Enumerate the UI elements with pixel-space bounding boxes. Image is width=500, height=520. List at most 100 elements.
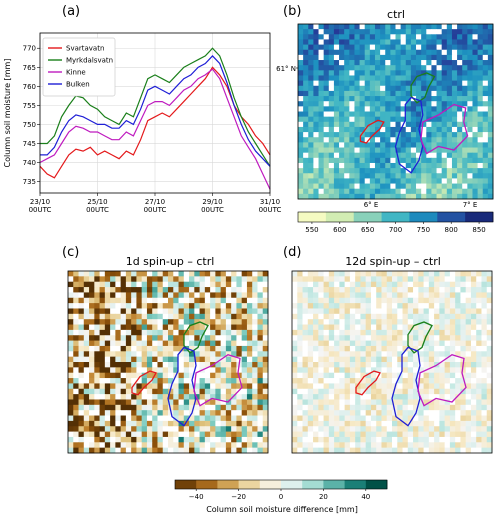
map-cell <box>157 404 164 411</box>
map-cell <box>199 410 206 416</box>
map-cell <box>481 351 488 358</box>
map-cell <box>162 442 169 449</box>
map-cell <box>457 178 463 184</box>
map-cell <box>83 308 90 315</box>
map-cell <box>446 65 453 71</box>
map-cell <box>73 313 79 320</box>
map-cell <box>410 193 417 200</box>
map-cell <box>431 168 437 174</box>
map-cell <box>344 188 350 195</box>
map-cell <box>241 367 248 374</box>
map-cell <box>173 271 179 277</box>
map-cell <box>323 383 330 390</box>
map-cell <box>318 44 325 51</box>
map-cell <box>146 410 153 416</box>
map-cell <box>410 60 417 66</box>
map-cell <box>405 75 412 82</box>
map-cell <box>308 126 314 133</box>
map-cell <box>365 313 372 320</box>
map-cell <box>318 303 324 309</box>
map-cell <box>68 420 74 427</box>
map-cell <box>344 313 351 320</box>
map-cell <box>323 80 330 87</box>
map-cell <box>421 157 427 164</box>
map-cell <box>423 378 430 384</box>
map-cell <box>136 319 143 325</box>
map-cell <box>323 297 330 304</box>
map-cell <box>328 313 335 320</box>
map-cell <box>152 362 158 368</box>
map-cell <box>131 340 137 347</box>
map-cell <box>104 303 111 309</box>
map-cell <box>136 394 143 400</box>
map-cell <box>257 410 264 416</box>
map-cell <box>418 281 424 288</box>
map-cell <box>262 410 269 416</box>
map-cell <box>444 399 451 406</box>
map-cell <box>220 324 227 331</box>
map-cell <box>369 126 376 133</box>
map-cell <box>199 415 206 422</box>
map-cell <box>183 394 190 400</box>
map-cell <box>434 404 440 411</box>
map-cell <box>131 303 137 309</box>
map-cell <box>369 96 376 102</box>
map-cell <box>374 173 381 179</box>
map-cell <box>428 281 435 288</box>
map-cell <box>168 281 174 288</box>
map-cell <box>115 335 122 341</box>
map-cell <box>99 351 106 358</box>
map-cell <box>89 271 95 277</box>
map-cell <box>302 271 309 277</box>
map-cell <box>78 335 85 341</box>
map-cell <box>428 308 435 315</box>
map-cell <box>89 372 95 379</box>
map-cell <box>462 147 468 154</box>
map-cell <box>73 447 79 454</box>
map-cell <box>355 431 361 438</box>
map-cell <box>486 281 493 288</box>
map-cell <box>423 335 430 341</box>
map-cell <box>78 367 85 374</box>
map-cell <box>298 162 304 169</box>
map-cell <box>349 340 356 347</box>
map-cell <box>423 287 430 293</box>
map-cell <box>349 367 356 374</box>
map-cell <box>385 178 391 184</box>
map-cell <box>303 80 309 87</box>
map-cell <box>68 292 74 299</box>
map-cell <box>376 383 382 390</box>
map-cell <box>68 303 74 309</box>
map-cell <box>428 420 435 427</box>
map-cell <box>168 351 174 358</box>
map-cell <box>449 404 456 411</box>
map-cell <box>83 356 90 363</box>
map-cell <box>465 324 472 331</box>
map-cell <box>413 356 419 363</box>
map-cell <box>323 121 330 128</box>
map-cell <box>334 308 340 315</box>
map-cell <box>313 378 319 384</box>
map-cell <box>449 345 456 352</box>
map-cell <box>313 319 319 325</box>
map-cell <box>472 168 478 174</box>
map-cell <box>104 271 111 277</box>
map-cell <box>428 399 435 406</box>
map-cell <box>313 356 319 363</box>
map-cell <box>318 70 325 76</box>
map-cell <box>194 319 200 325</box>
map-cell <box>189 276 195 283</box>
map-cell <box>376 313 382 320</box>
map-cell <box>392 378 398 384</box>
map-cell <box>141 394 148 400</box>
map-cell <box>407 447 414 454</box>
map-cell <box>302 436 309 443</box>
map-cell <box>446 178 453 184</box>
map-cell <box>334 351 340 358</box>
map-cell <box>120 313 127 320</box>
map-cell <box>441 152 448 159</box>
map-cell <box>328 65 335 71</box>
map-cell <box>365 292 372 299</box>
map-cell <box>307 303 314 309</box>
map-cell <box>486 426 493 432</box>
